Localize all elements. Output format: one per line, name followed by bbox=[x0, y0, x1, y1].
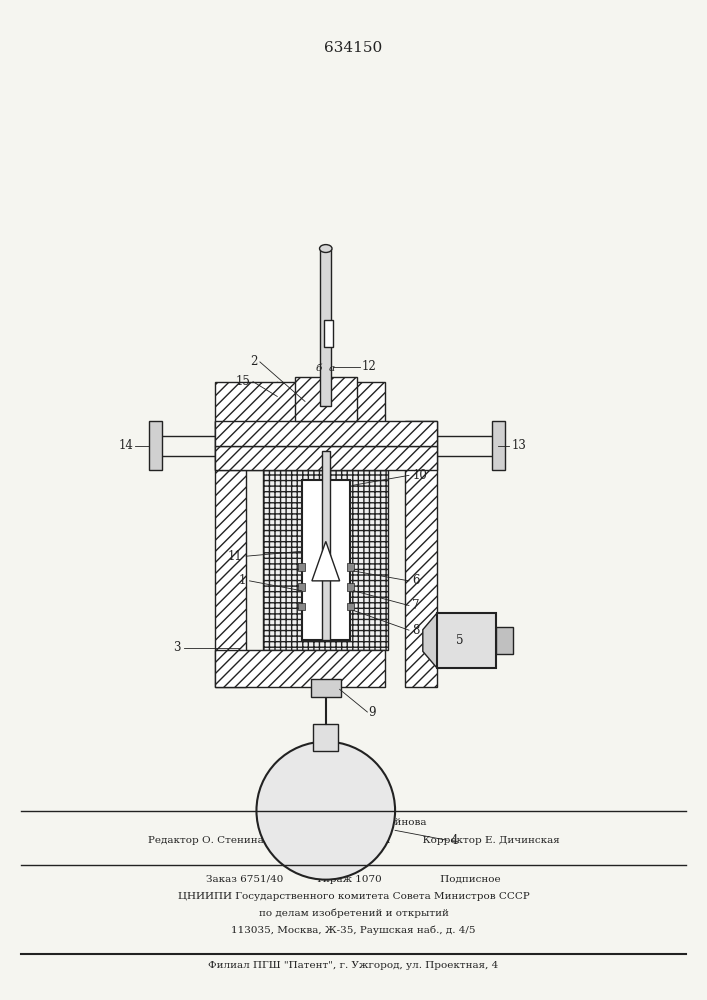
Polygon shape bbox=[423, 613, 437, 668]
FancyBboxPatch shape bbox=[322, 451, 330, 640]
Text: а: а bbox=[328, 364, 334, 373]
Text: 1: 1 bbox=[239, 574, 246, 587]
FancyBboxPatch shape bbox=[301, 480, 350, 640]
FancyBboxPatch shape bbox=[492, 421, 505, 470]
Text: 113035, Москва, Ж-35, Раушская наб., д. 4/5: 113035, Москва, Ж-35, Раушская наб., д. … bbox=[231, 925, 476, 935]
Text: 15: 15 bbox=[236, 375, 251, 388]
FancyBboxPatch shape bbox=[437, 613, 496, 668]
Text: 14: 14 bbox=[118, 439, 133, 452]
Polygon shape bbox=[298, 603, 305, 610]
Text: 7: 7 bbox=[412, 599, 420, 612]
Text: б: б bbox=[315, 364, 322, 373]
Polygon shape bbox=[346, 583, 354, 591]
Polygon shape bbox=[346, 603, 354, 610]
Text: 5: 5 bbox=[457, 634, 464, 647]
FancyBboxPatch shape bbox=[215, 382, 385, 470]
FancyBboxPatch shape bbox=[149, 421, 161, 470]
Text: 13: 13 bbox=[512, 439, 527, 452]
FancyBboxPatch shape bbox=[325, 320, 333, 347]
Text: Редактор О. Стенина     Техред М. Борисова          Корректор Е. Дичинская: Редактор О. Стенина Техред М. Борисова К… bbox=[148, 836, 559, 845]
Text: 2: 2 bbox=[250, 355, 258, 368]
Text: Заказ 6751/40          Тираж 1070                  Подписное: Заказ 6751/40 Тираж 1070 Подписное bbox=[206, 875, 501, 884]
Polygon shape bbox=[312, 541, 339, 581]
FancyBboxPatch shape bbox=[295, 377, 357, 421]
Text: 634150: 634150 bbox=[325, 41, 382, 55]
Text: 12: 12 bbox=[362, 360, 377, 373]
Text: 3: 3 bbox=[173, 641, 180, 654]
Text: 6: 6 bbox=[412, 574, 420, 587]
Polygon shape bbox=[298, 563, 305, 571]
Text: Филиал ПГШ "Патент", г. Ужгород, ул. Проектная, 4: Филиал ПГШ "Патент", г. Ужгород, ул. Про… bbox=[209, 961, 498, 970]
Text: ЦНИИПИ Государственного комитета Совета Министров СССР: ЦНИИПИ Государственного комитета Совета … bbox=[177, 892, 530, 901]
Polygon shape bbox=[298, 583, 305, 591]
Polygon shape bbox=[346, 563, 354, 571]
FancyBboxPatch shape bbox=[215, 650, 385, 687]
Text: по делам изобретений и открытий: по делам изобретений и открытий bbox=[259, 908, 448, 918]
Text: 10: 10 bbox=[412, 469, 427, 482]
Text: 8: 8 bbox=[412, 624, 420, 637]
FancyBboxPatch shape bbox=[320, 249, 332, 406]
Text: Составитель Л. Горяйнова: Составитель Л. Горяйнова bbox=[281, 818, 426, 827]
Text: 4: 4 bbox=[450, 834, 458, 847]
Ellipse shape bbox=[257, 742, 395, 880]
FancyBboxPatch shape bbox=[406, 421, 437, 687]
Text: 11: 11 bbox=[228, 550, 243, 563]
Ellipse shape bbox=[320, 245, 332, 252]
FancyBboxPatch shape bbox=[496, 627, 513, 654]
Text: 9: 9 bbox=[369, 706, 376, 719]
FancyBboxPatch shape bbox=[215, 421, 437, 446]
FancyBboxPatch shape bbox=[215, 446, 437, 470]
FancyBboxPatch shape bbox=[310, 679, 341, 697]
FancyBboxPatch shape bbox=[215, 421, 246, 687]
FancyBboxPatch shape bbox=[313, 724, 338, 751]
FancyBboxPatch shape bbox=[264, 470, 388, 650]
